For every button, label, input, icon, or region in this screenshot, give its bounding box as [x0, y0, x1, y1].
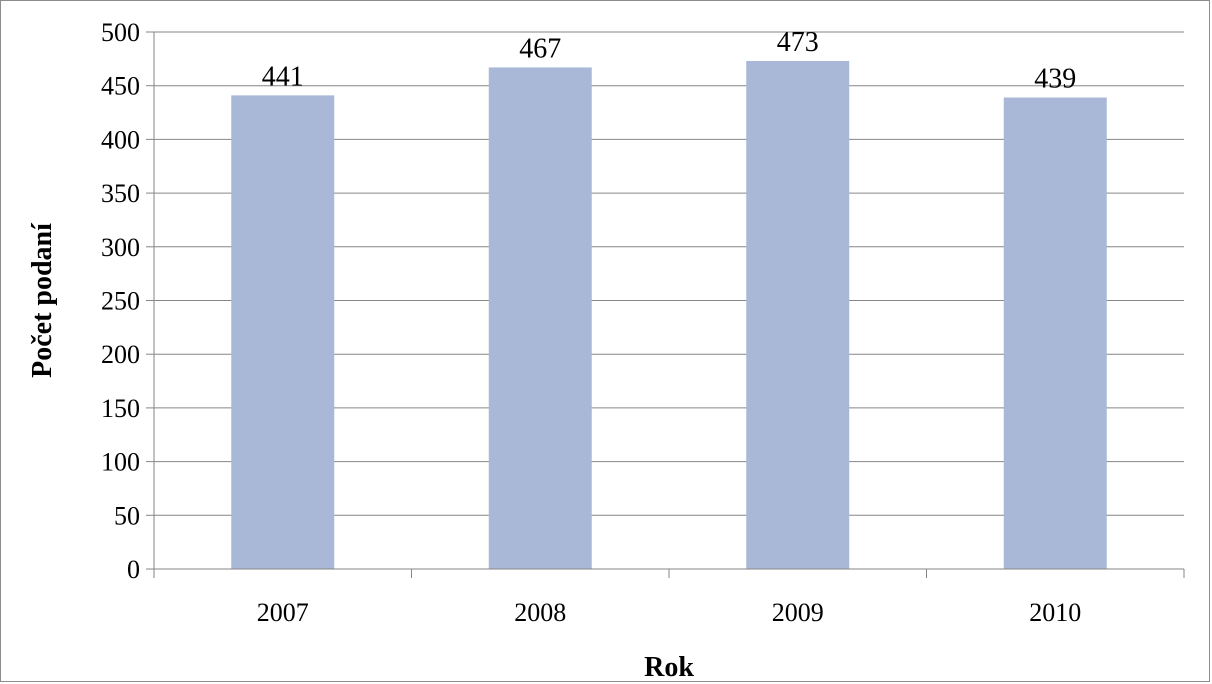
y-axis-title: Počet podaní: [27, 222, 58, 378]
axes: [146, 31, 1185, 578]
x-tick-label-2007: 2007: [257, 598, 309, 627]
y-tick-label: 300: [101, 233, 140, 262]
y-tick-label: 500: [101, 18, 140, 47]
y-tick-label: 450: [101, 72, 140, 101]
data-label-2010: 439: [1034, 64, 1076, 95]
bar-2009: [746, 60, 850, 570]
x-tick-label-2010: 2010: [1029, 598, 1081, 627]
y-tick-label: 400: [101, 125, 140, 154]
bar-2008: [488, 67, 592, 569]
labels: 0 50 100 150 200 250 300 350 400 450 500 441 2007 467…: [101, 18, 1081, 627]
data-label-2008: 467: [519, 33, 561, 64]
bar-2010: [1003, 97, 1107, 569]
bars: [231, 60, 1107, 570]
data-label-2009: 473: [777, 27, 819, 58]
y-tick-label: 100: [101, 448, 140, 477]
y-tick-label: 350: [101, 179, 140, 208]
bar-2007: [231, 95, 335, 569]
data-label-2007: 441: [262, 61, 304, 92]
x-tick-label-2009: 2009: [772, 598, 824, 627]
y-tick-label: 200: [101, 340, 140, 369]
y-tick-label: 0: [127, 555, 140, 584]
y-tick-label: 50: [114, 501, 140, 530]
x-tick-label-2008: 2008: [514, 598, 566, 627]
y-tick-label: 250: [101, 287, 140, 316]
y-tick-label: 150: [101, 394, 140, 423]
x-axis-title: Rok: [644, 652, 694, 683]
